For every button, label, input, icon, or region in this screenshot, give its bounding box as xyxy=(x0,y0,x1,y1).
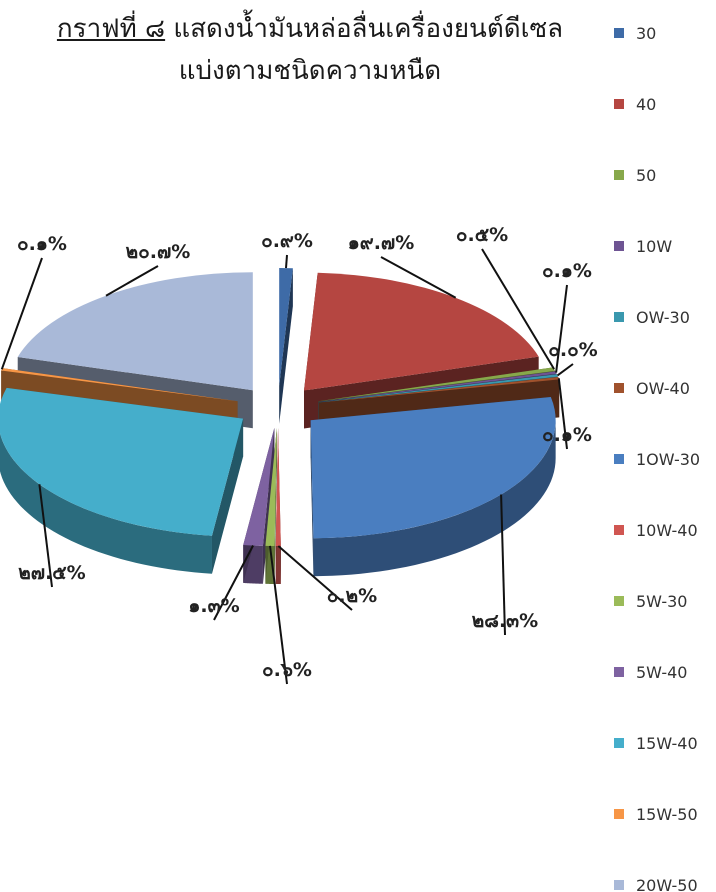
chart-title: กราฟที่ ๘ แสดงน้ำมันหล่อลื่นเครื่องยนต์ด… xyxy=(20,8,600,92)
legend-swatch-9 xyxy=(614,667,624,677)
leader-line-8 xyxy=(269,545,288,685)
legend-swatch-2 xyxy=(614,170,624,180)
slice-20W-50 xyxy=(17,272,253,391)
legend-swatch-3 xyxy=(614,241,624,251)
chart-title-line2: แบ่งตามชนิดความหนืด xyxy=(178,56,442,86)
leader-line-11 xyxy=(0,257,43,370)
slice-cut-10-0 xyxy=(211,418,244,574)
leader-line-3 xyxy=(555,284,568,373)
data-label-2: ๐.๕% xyxy=(456,224,508,246)
slice-30 xyxy=(279,268,293,387)
leader-line-6 xyxy=(500,494,506,636)
legend-label-4: OW-30 xyxy=(636,308,690,327)
pie-tops xyxy=(0,268,560,546)
legend-label-3: 10W xyxy=(636,237,672,256)
leader-line-12 xyxy=(105,265,159,297)
legend-swatch-6 xyxy=(614,454,624,464)
data-label-7: ๐.๒% xyxy=(327,585,377,607)
data-labels: ๐.๙% ๑๙.๗% ๐.๕% ๐.๑% ๐.๐% ๐.๑% ๒๘.๓% ๐.๒% ๐.๖% ๑.… xyxy=(0,224,598,685)
legend-swatch-10 xyxy=(614,738,624,748)
leader-line-4 xyxy=(556,363,574,377)
legend-swatch-5 xyxy=(614,383,624,393)
legend-label-7: 10W-40 xyxy=(636,521,698,540)
slice-OW-40 xyxy=(319,377,560,403)
slice-cut-6-1 xyxy=(310,420,314,577)
slice-side-7 xyxy=(275,545,281,584)
legend-label-8: 5W-30 xyxy=(636,592,687,611)
leader-line-1 xyxy=(380,256,457,299)
legend: 30 40 50 10W OW-30 OW-40 1OW-30 10W-40 5W-30 5W-4… xyxy=(614,24,700,892)
legend-label-1: 40 xyxy=(636,95,656,114)
data-label-3: ๐.๑% xyxy=(542,260,592,282)
slice-side-6 xyxy=(313,420,556,577)
legend-label-2: 50 xyxy=(636,166,656,185)
slice-10W-40 xyxy=(275,428,281,546)
leader-line-0 xyxy=(285,254,288,269)
slice-5W-30 xyxy=(265,427,277,546)
data-label-11: ๐.๑% xyxy=(17,233,67,255)
legend-swatch-1 xyxy=(614,99,624,109)
slice-side-10 xyxy=(0,433,212,574)
data-label-8: ๐.๖% xyxy=(262,659,312,681)
legend-swatch-7 xyxy=(614,525,624,535)
leader-line-2 xyxy=(481,248,555,370)
slice-15W-40 xyxy=(0,387,244,536)
legend-swatch-12 xyxy=(614,880,624,890)
slice-OW-30 xyxy=(318,374,559,403)
leader-line-10 xyxy=(38,484,53,588)
leader-line-5 xyxy=(557,378,568,450)
legend-label-12: 20W-50 xyxy=(636,876,698,892)
data-label-4: ๐.๐% xyxy=(548,339,597,361)
data-label-5: ๐.๑% xyxy=(542,424,592,446)
data-label-10: ๒๗.๕% xyxy=(18,562,85,584)
legend-label-6: 1OW-30 xyxy=(636,450,700,469)
leader-line-9 xyxy=(213,545,254,621)
data-label-9: ๑.๓% xyxy=(188,595,239,617)
slice-1OW-30 xyxy=(310,396,556,539)
slice-10W xyxy=(318,371,557,402)
slice-5W-40 xyxy=(243,427,275,546)
legend-label-10: 15W-40 xyxy=(636,734,698,753)
legend-label-5: OW-40 xyxy=(636,379,690,398)
legend-swatch-11 xyxy=(614,809,624,819)
legend-label-11: 15W-50 xyxy=(636,805,698,824)
legend-swatch-8 xyxy=(614,596,624,606)
legend-swatch-0 xyxy=(614,28,624,38)
chart-title-main: แสดงน้ำมันหล่อลื่นเครื่องยนต์ดีเซล xyxy=(173,14,564,44)
chart-title-prefix: กราฟที่ ๘ xyxy=(56,14,166,44)
slice-40 xyxy=(304,272,539,391)
legend-label-9: 5W-40 xyxy=(636,663,687,682)
legend-label-0: 30 xyxy=(636,24,656,43)
leader-line-7 xyxy=(277,545,353,611)
legend-swatch-4 xyxy=(614,312,624,322)
data-label-12: ๒๐.๗% xyxy=(126,241,191,263)
slice-15W-50 xyxy=(1,368,238,402)
data-label-1: ๑๙.๗% xyxy=(348,232,415,254)
data-label-0: ๐.๙% xyxy=(261,230,313,252)
data-label-6: ๒๘.๓% xyxy=(472,610,538,632)
slice-50 xyxy=(318,367,556,402)
slice-cut-0-1 xyxy=(279,268,293,425)
